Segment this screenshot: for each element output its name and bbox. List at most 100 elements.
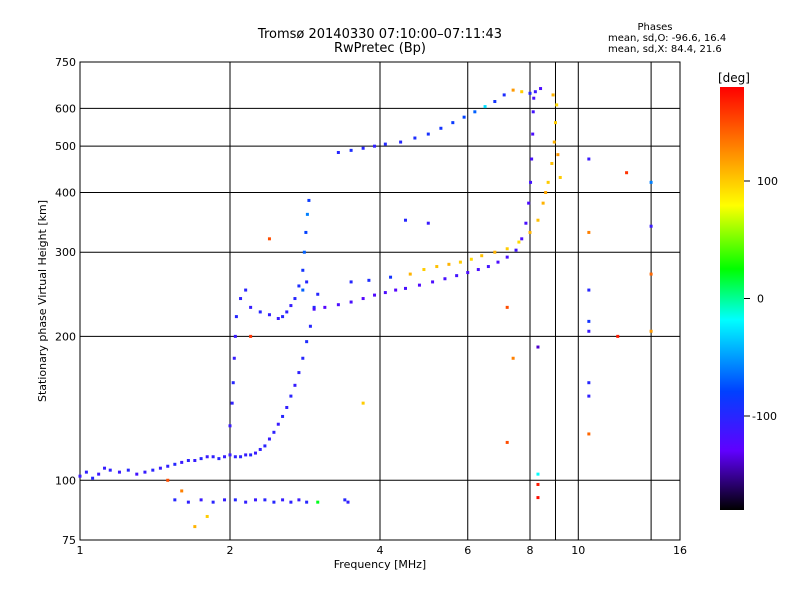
data-point xyxy=(281,414,285,418)
data-point xyxy=(244,453,248,457)
data-point xyxy=(126,468,130,472)
phase-stats-o-values: -96.6, 16.4 xyxy=(671,33,727,44)
data-point xyxy=(625,171,629,175)
data-point xyxy=(528,230,532,234)
colorbar-ticks: 100 0 -100 xyxy=(744,175,778,423)
data-point xyxy=(649,329,653,333)
data-point xyxy=(536,218,540,222)
data-point xyxy=(520,237,524,241)
data-point xyxy=(486,265,490,269)
y-tick-label: 75 xyxy=(62,534,76,547)
data-point xyxy=(316,292,320,296)
data-point xyxy=(91,476,95,480)
data-point xyxy=(249,334,253,338)
y-tick-label: 100 xyxy=(55,474,76,487)
data-point xyxy=(511,356,515,360)
data-point xyxy=(258,310,262,314)
data-point xyxy=(173,498,177,502)
colorbar-tick-label: 100 xyxy=(757,175,778,188)
data-point xyxy=(455,274,459,278)
data-point xyxy=(346,500,350,504)
data-point xyxy=(239,455,243,459)
data-point xyxy=(336,150,340,154)
data-point xyxy=(233,455,237,459)
data-point xyxy=(361,146,365,150)
data-point xyxy=(199,457,203,461)
data-point xyxy=(228,453,232,457)
data-point xyxy=(205,514,209,518)
data-point xyxy=(466,271,470,275)
data-point xyxy=(541,201,545,205)
y-tick-label: 500 xyxy=(55,140,76,153)
phase-stats-o: mean, sd,O: -96.6, 16.4 xyxy=(608,33,726,44)
data-point xyxy=(267,437,271,441)
data-point xyxy=(267,313,271,317)
data-point xyxy=(297,284,301,288)
data-point xyxy=(230,401,234,405)
data-point xyxy=(293,383,297,387)
data-point xyxy=(343,498,347,502)
data-point xyxy=(135,472,139,476)
data-point xyxy=(399,140,403,144)
data-point xyxy=(361,401,365,405)
data-point xyxy=(276,422,280,426)
data-point xyxy=(217,457,221,461)
data-point xyxy=(297,498,301,502)
data-point xyxy=(552,140,556,144)
data-point xyxy=(551,93,555,97)
data-point xyxy=(480,254,484,258)
data-point xyxy=(587,394,591,398)
data-point xyxy=(447,262,451,266)
chart-subtitle: RwPretec (Bp) xyxy=(333,41,427,56)
data-point xyxy=(285,310,289,314)
data-point xyxy=(78,474,82,478)
data-point xyxy=(473,110,477,114)
data-point xyxy=(587,381,591,385)
data-point xyxy=(531,132,535,136)
colorbar-label: [deg] xyxy=(718,71,750,85)
phase-stats-x: mean, sd,X: 84.4, 21.6 xyxy=(608,44,722,55)
data-point xyxy=(297,371,301,375)
data-point xyxy=(301,288,305,292)
data-point xyxy=(536,345,540,349)
data-point xyxy=(527,201,531,205)
data-point xyxy=(443,277,447,281)
data-point xyxy=(435,265,439,269)
data-point xyxy=(305,340,309,344)
data-point xyxy=(383,291,387,295)
data-point xyxy=(383,142,387,146)
data-point xyxy=(536,482,540,486)
data-point xyxy=(263,444,267,448)
data-point xyxy=(462,115,466,119)
data-point xyxy=(244,500,248,504)
data-point xyxy=(228,424,232,428)
data-point xyxy=(476,268,480,272)
phase-stats-x-label: mean, sd,X: xyxy=(608,44,671,55)
data-point xyxy=(199,498,203,502)
data-point xyxy=(234,315,238,319)
data-point xyxy=(84,470,88,474)
data-point xyxy=(316,500,320,504)
data-point xyxy=(493,250,497,254)
colorbar-tick-label: -100 xyxy=(752,410,777,423)
data-point xyxy=(426,221,430,225)
data-point xyxy=(649,224,653,228)
data-point xyxy=(276,316,280,320)
data-point xyxy=(308,324,312,328)
data-point xyxy=(511,88,515,92)
data-point xyxy=(517,240,521,244)
data-point xyxy=(307,198,311,202)
data-point xyxy=(558,175,562,179)
data-point xyxy=(555,103,559,107)
y-tick-label: 300 xyxy=(55,246,76,259)
data-point xyxy=(143,470,147,474)
data-point xyxy=(417,283,421,287)
data-point xyxy=(289,500,293,504)
data-point xyxy=(151,468,155,472)
data-point xyxy=(544,190,548,194)
data-point xyxy=(263,498,267,502)
data-point xyxy=(587,157,591,161)
data-point xyxy=(117,470,121,474)
data-point xyxy=(211,500,215,504)
data-point xyxy=(361,297,365,301)
